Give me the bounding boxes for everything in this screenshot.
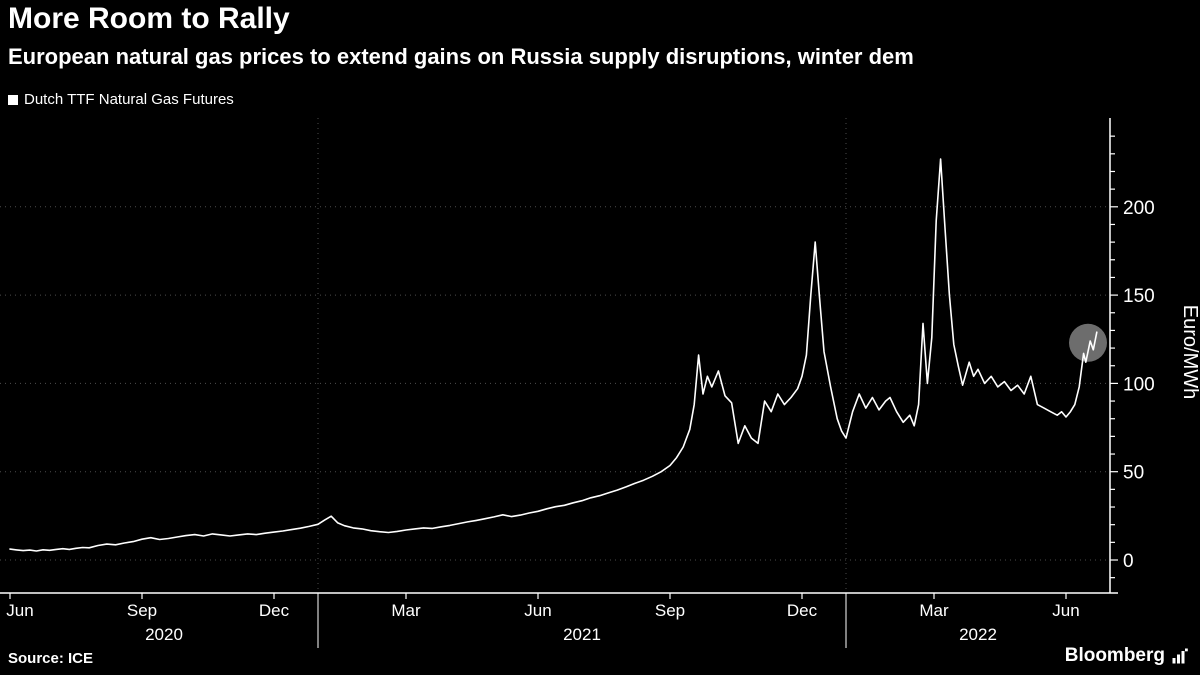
highlight-circle (1069, 323, 1107, 362)
bloomberg-chart-icon (1172, 648, 1188, 664)
year-label: 2020 (145, 625, 183, 644)
source-note: Source: ICE (8, 650, 94, 667)
month-label: Sep (655, 601, 685, 620)
month-label: Dec (259, 601, 290, 620)
month-label: Jun (1052, 601, 1079, 620)
month-label: Jun (6, 601, 33, 620)
y-tick-label: 200 (1123, 198, 1155, 219)
month-label: Mar (919, 601, 949, 620)
legend-label: Dutch TTF Natural Gas Futures (24, 91, 234, 108)
y-tick-label: 150 (1123, 286, 1155, 307)
y-tick-label: 100 (1123, 374, 1155, 395)
legend-swatch-icon (8, 94, 18, 105)
page-title: More Room to Rally (8, 2, 290, 35)
y-axis-title: Euro/MWh (1179, 305, 1200, 399)
price-line (9, 158, 1098, 552)
bloomberg-wordmark: Bloomberg (1064, 645, 1165, 666)
legend: Dutch TTF Natural Gas Futures (8, 91, 234, 108)
year-label: 2022 (959, 625, 997, 644)
y-tick-label: 0 (1123, 551, 1134, 572)
month-label: Jun (524, 601, 551, 620)
month-label: Mar (391, 601, 421, 620)
bloomberg-logo: Bloomberg (1065, 645, 1188, 667)
month-label: Sep (127, 601, 157, 620)
month-label: Dec (787, 601, 818, 620)
chart-subtitle: European natural gas prices to extend ga… (8, 44, 914, 69)
year-label: 2021 (563, 625, 601, 644)
y-tick-label: 50 (1123, 463, 1144, 484)
